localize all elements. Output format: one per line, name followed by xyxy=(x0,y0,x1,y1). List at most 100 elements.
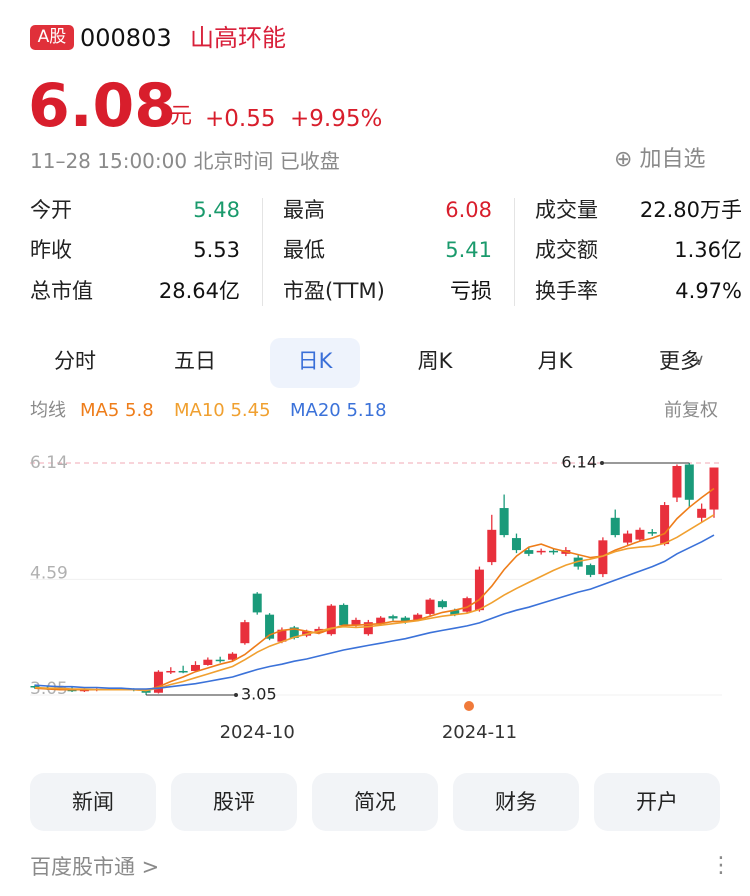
min-label: 3.05 xyxy=(241,685,277,704)
candle-body xyxy=(289,627,299,638)
candle-body xyxy=(536,550,546,553)
max-label: 6.14 xyxy=(561,453,597,472)
candle-body xyxy=(153,671,163,693)
ma-label: MA20 5.18 xyxy=(290,400,387,421)
tab-highlight xyxy=(270,338,360,388)
candle-body xyxy=(190,664,200,671)
stat-value: 28.64亿 xyxy=(158,279,240,303)
ma-title: 均线 xyxy=(30,400,66,421)
min-dot xyxy=(234,693,238,697)
stat-value: 4.97% xyxy=(675,279,742,303)
candle-body xyxy=(339,604,349,626)
stat-label: 换手率 xyxy=(535,279,598,303)
badge: A股 xyxy=(30,25,74,50)
candle-body xyxy=(30,685,40,688)
candle-body xyxy=(610,517,620,536)
price: 6.08 xyxy=(28,71,177,141)
candle-body xyxy=(228,653,238,660)
brand[interactable]: 百度股市通 > xyxy=(30,855,160,879)
stat-value: 5.41 xyxy=(445,238,492,262)
button[interactable]: 开户 xyxy=(594,773,720,831)
max-dot xyxy=(600,461,604,465)
candle-body xyxy=(462,598,472,612)
candle-body xyxy=(252,593,262,613)
price-unit: 元 xyxy=(170,104,193,129)
candle-body xyxy=(437,601,447,608)
add-watch-label[interactable]: 加自选 xyxy=(639,147,706,172)
stat-value: 亏损 xyxy=(450,279,492,303)
divider xyxy=(262,198,263,306)
candle-body xyxy=(511,538,521,551)
change: +0.55 xyxy=(205,106,276,132)
stat-value: 5.53 xyxy=(193,238,240,262)
candle-body xyxy=(635,529,645,540)
candle-body xyxy=(524,550,534,554)
candle-body xyxy=(598,540,608,575)
button[interactable]: 财务 xyxy=(453,773,579,831)
quote-time: 11–28 15:00:00 北京时间 已收盘 xyxy=(30,149,340,173)
ma-line xyxy=(34,514,715,692)
candle-body xyxy=(166,670,176,673)
candle-body xyxy=(413,614,423,620)
candle-body xyxy=(647,532,657,534)
candle-body xyxy=(141,690,151,693)
adjust-mode[interactable]: 前复权 xyxy=(664,400,718,421)
candle-body xyxy=(351,619,361,626)
candle-body xyxy=(277,629,287,642)
candle-body xyxy=(660,505,670,545)
candle-body xyxy=(326,605,336,635)
tab[interactable]: 更多 xyxy=(659,349,701,373)
tab[interactable]: 月K xyxy=(537,349,573,373)
stat-value: 1.36亿 xyxy=(674,238,742,262)
candle-body xyxy=(586,565,596,575)
tab[interactable]: 周K xyxy=(417,349,453,373)
stock-code: 000803 xyxy=(80,24,172,52)
y-tick-label: 4.59 xyxy=(30,563,68,583)
stock-name: 山高环能 xyxy=(190,24,286,52)
candle-body xyxy=(376,617,386,624)
candle-body xyxy=(425,599,435,614)
candle-body xyxy=(178,670,188,673)
add-watch[interactable]: ⊕ 加自选 xyxy=(614,147,706,172)
candle-body xyxy=(400,617,410,623)
stat-label: 总市值 xyxy=(30,279,93,303)
change-percent: +9.95% xyxy=(290,106,383,132)
stat-label: 成交额 xyxy=(535,238,598,262)
candle-body xyxy=(684,464,694,500)
x-tick-label: 2024-10 xyxy=(220,722,295,743)
candle-body xyxy=(549,550,559,553)
stat-label: 昨收 xyxy=(30,238,72,262)
stat-label: 最高 xyxy=(283,198,325,222)
dropdown-icon: ∨ xyxy=(693,350,705,369)
menu[interactable]: ⋮ xyxy=(710,853,732,878)
tab[interactable]: 五日 xyxy=(174,349,216,373)
stat-value: 6.08 xyxy=(445,198,492,222)
button[interactable]: 新闻 xyxy=(30,773,156,831)
y-tick-label: 6.14 xyxy=(30,453,68,473)
candle-body xyxy=(487,529,497,563)
button[interactable]: 简况 xyxy=(312,773,438,831)
candle-body xyxy=(623,533,633,543)
candle-body xyxy=(363,622,373,635)
stat-label: 今开 xyxy=(30,198,72,222)
candle-body xyxy=(474,569,484,611)
candle-body xyxy=(215,659,225,662)
ma-label: MA5 5.8 xyxy=(80,400,154,421)
ma-label: MA10 5.45 xyxy=(174,400,271,421)
x-tick-label: 2024-11 xyxy=(442,722,517,743)
candle-body xyxy=(672,466,682,498)
candle-body xyxy=(450,610,460,615)
button[interactable]: 股评 xyxy=(171,773,297,831)
ma-line xyxy=(34,534,715,690)
tab[interactable]: 分时 xyxy=(54,349,96,373)
divider xyxy=(514,198,515,306)
candle-body xyxy=(499,508,509,536)
candle-body xyxy=(265,614,275,639)
candle-body xyxy=(697,508,707,518)
stat-label: 成交量 xyxy=(535,198,598,222)
indicator-dot xyxy=(464,701,474,711)
candle-body xyxy=(388,616,398,619)
tab[interactable]: 日K xyxy=(297,349,333,373)
